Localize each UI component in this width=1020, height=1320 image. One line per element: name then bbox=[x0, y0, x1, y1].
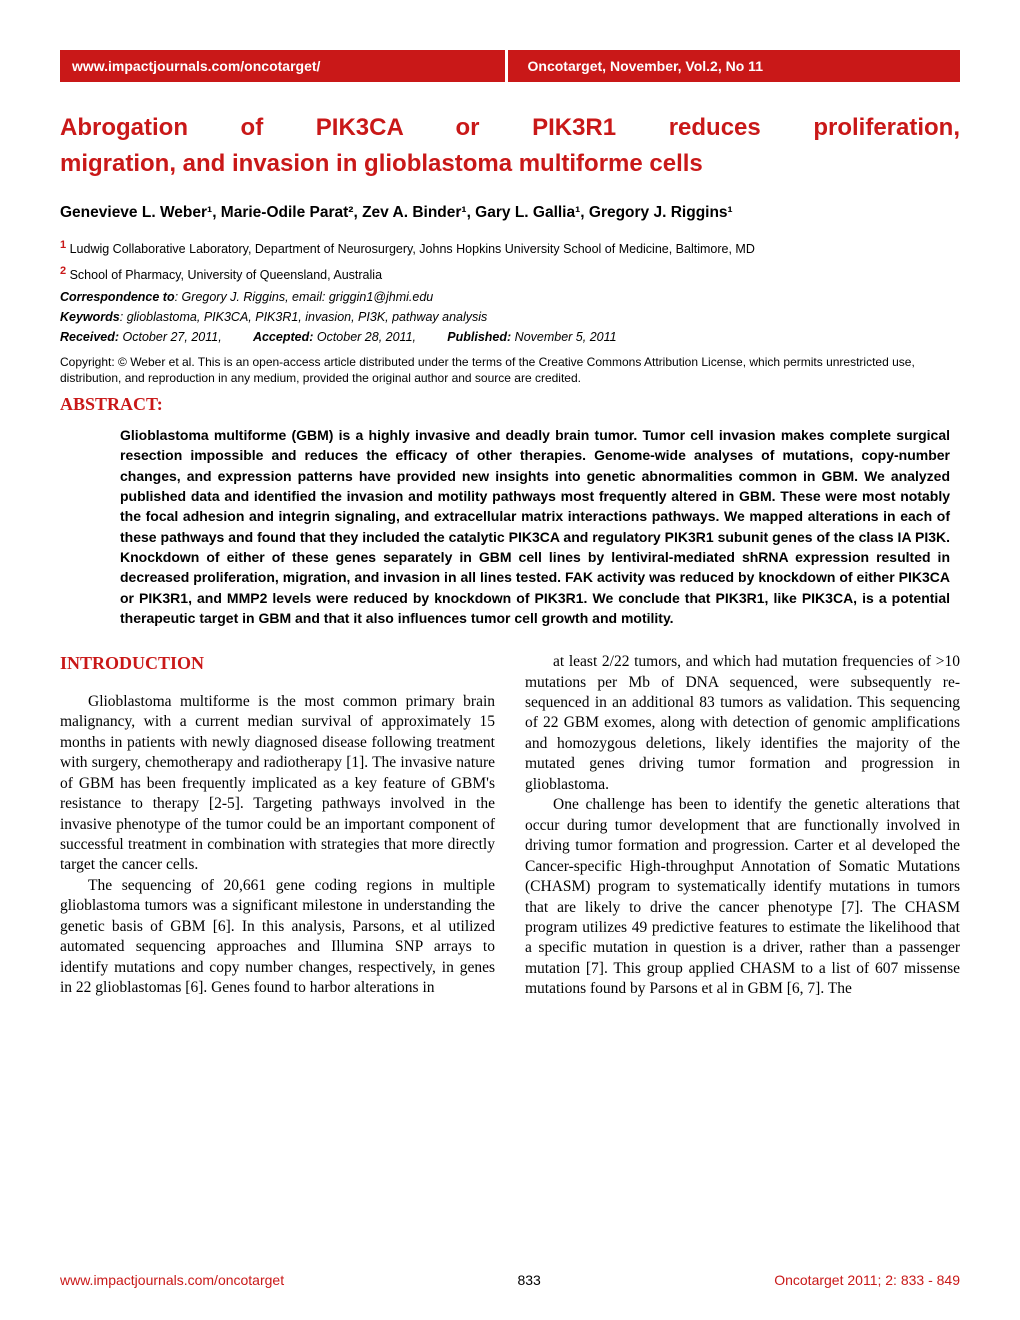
footer-citation: Oncotarget 2011; 2: 833 - 849 bbox=[774, 1272, 960, 1288]
received-label: Received: bbox=[60, 330, 119, 344]
correspondence-text: : Gregory J. Riggins, email: griggin1@jh… bbox=[175, 290, 434, 304]
abstract-body: Glioblastoma multiforme (GBM) is a highl… bbox=[120, 425, 950, 628]
accepted-label: Accepted: bbox=[253, 330, 313, 344]
article-title-line2: migration, and invasion in glioblastoma … bbox=[60, 148, 960, 180]
header-issue: Oncotarget, November, Vol.2, No 11 bbox=[505, 50, 961, 82]
col1-p1: Glioblastoma multiforme is the most comm… bbox=[60, 692, 495, 876]
published-label: Published: bbox=[447, 330, 511, 344]
column-left: INTRODUCTION Glioblastoma multiforme is … bbox=[60, 652, 495, 1000]
header-url: www.impactjournals.com/oncotarget/ bbox=[60, 50, 505, 82]
affiliation-1: 1 Ludwig Collaborative Laboratory, Depar… bbox=[60, 238, 960, 258]
journal-header: www.impactjournals.com/oncotarget/ Oncot… bbox=[60, 50, 960, 82]
keywords-text: : glioblastoma, PIK3CA, PIK3R1, invasion… bbox=[120, 310, 488, 324]
correspondence: Correspondence to: Gregory J. Riggins, e… bbox=[60, 290, 960, 304]
correspondence-label: Correspondence to bbox=[60, 290, 175, 304]
copyright: Copyright: © Weber et al. This is an ope… bbox=[60, 354, 960, 386]
keywords: Keywords: glioblastoma, PIK3CA, PIK3R1, … bbox=[60, 310, 960, 324]
col2-p2: One challenge has been to identify the g… bbox=[525, 795, 960, 1000]
body-columns: INTRODUCTION Glioblastoma multiforme is … bbox=[60, 652, 960, 1000]
authors: Genevieve L. Weber¹, Marie-Odile Parat²,… bbox=[60, 203, 960, 224]
dates: Received: October 27, 2011, Accepted: Oc… bbox=[60, 330, 960, 344]
published-val: November 5, 2011 bbox=[511, 330, 616, 344]
col2-p1: at least 2/22 tumors, and which had muta… bbox=[525, 652, 960, 795]
abstract-heading: ABSTRACT: bbox=[60, 394, 960, 415]
page-footer: www.impactjournals.com/oncotarget 833 On… bbox=[60, 1272, 960, 1288]
received-val: October 27, 2011, bbox=[119, 330, 222, 344]
footer-url: www.impactjournals.com/oncotarget bbox=[60, 1272, 284, 1288]
column-right: at least 2/22 tumors, and which had muta… bbox=[525, 652, 960, 1000]
footer-page-number: 833 bbox=[517, 1272, 540, 1288]
article-title-line1: Abrogation of PIK3CA or PIK3R1 reduces p… bbox=[60, 112, 960, 144]
col1-p2: The sequencing of 20,661 gene coding reg… bbox=[60, 876, 495, 999]
keywords-label: Keywords bbox=[60, 310, 120, 324]
introduction-heading: INTRODUCTION bbox=[60, 652, 495, 676]
affiliation-2-text: School of Pharmacy, University of Queens… bbox=[66, 268, 382, 282]
accepted-val: October 28, 2011, bbox=[313, 330, 416, 344]
affiliation-1-text: Ludwig Collaborative Laboratory, Departm… bbox=[66, 242, 755, 256]
affiliation-2: 2 School of Pharmacy, University of Quee… bbox=[60, 264, 960, 284]
